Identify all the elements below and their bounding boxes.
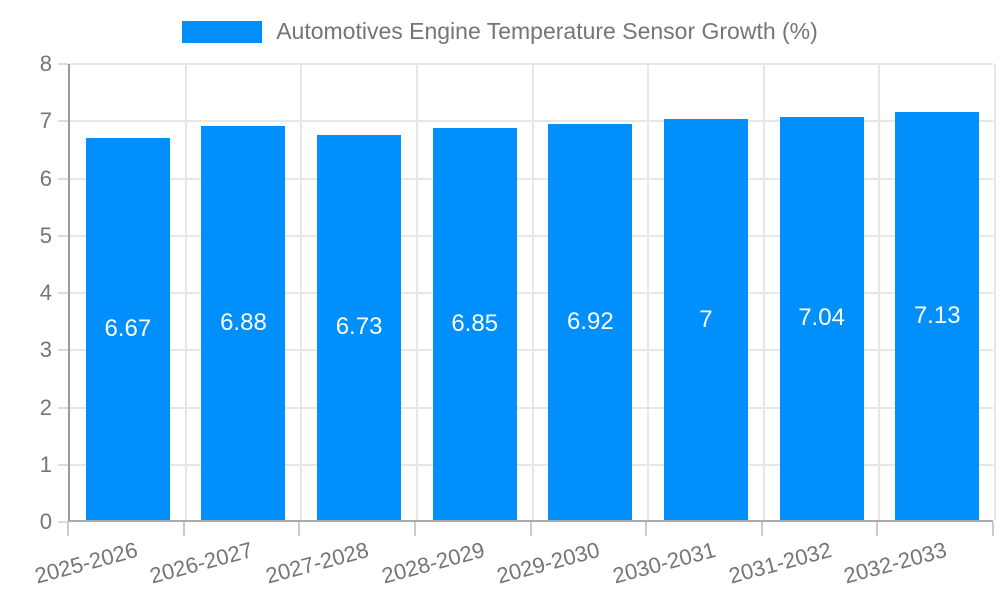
y-axis-tick: [58, 463, 68, 466]
grid-line-v: [300, 64, 303, 520]
grid-line-v: [878, 64, 881, 520]
x-axis-tick: [298, 522, 301, 536]
grid-line-v: [994, 64, 996, 520]
grid-line-v: [647, 64, 650, 520]
bar[interactable]: 6.73: [317, 134, 402, 520]
y-axis-tick: [58, 234, 68, 237]
bar-value-label: 6.88: [220, 309, 267, 337]
legend-swatch[interactable]: [182, 20, 263, 43]
bar[interactable]: 7: [663, 119, 748, 520]
bar[interactable]: 6.88: [201, 126, 286, 520]
y-axis-tick: [58, 63, 68, 65]
bar-value-label: 6.85: [451, 309, 499, 337]
legend-series-label[interactable]: Automotives Engine Temperature Sensor Gr…: [276, 18, 818, 44]
y-axis-label: 1: [39, 451, 52, 477]
grid-line-v: [531, 64, 534, 520]
x-axis-tick: [645, 522, 648, 536]
y-axis-tick: [58, 177, 68, 180]
y-axis-label: 4: [39, 280, 52, 305]
x-axis-tick: [876, 522, 879, 536]
bar[interactable]: 7.13: [895, 111, 980, 520]
y-axis-label: 0: [39, 509, 52, 534]
grid-line-v: [415, 64, 418, 520]
x-axis-tick: [992, 522, 994, 536]
bar-value-label: 7.04: [798, 304, 845, 332]
y-axis-tick: [58, 292, 68, 294]
bar[interactable]: 7.04: [779, 116, 864, 520]
grid-line-v: [762, 64, 765, 520]
y-axis-label: 8: [39, 51, 52, 76]
x-axis-tick: [529, 522, 532, 536]
x-axis-tick: [182, 522, 185, 536]
y-axis-tick: [58, 406, 68, 409]
y-axis-label: 6: [39, 165, 52, 191]
grid-line-v: [184, 64, 187, 520]
x-axis-tick: [67, 522, 69, 536]
y-axis-label: 7: [39, 108, 52, 134]
plot-area: 6.67 6.88 6.73 6.85 6.92 7 7.04 7.13: [68, 63, 996, 522]
bar-value-label: 6.73: [335, 313, 383, 341]
bar[interactable]: 6.85: [432, 127, 517, 520]
bar-value-label: 6.92: [566, 307, 614, 335]
bar-value-label: 6.67: [104, 315, 152, 343]
y-axis-tick: [58, 349, 68, 352]
y-axis-label: 2: [39, 394, 52, 420]
bar[interactable]: 6.92: [548, 123, 633, 520]
y-axis-tick: [58, 521, 68, 523]
y-axis-label: 5: [39, 222, 52, 248]
x-axis-tick: [760, 522, 763, 536]
y-axis-tick: [58, 120, 68, 123]
bar-value-label: 7: [699, 305, 713, 333]
bar[interactable]: 6.67: [85, 138, 170, 520]
y-axis-label: 3: [39, 337, 52, 363]
legend[interactable]: Automotives Engine Temperature Sensor Gr…: [0, 18, 1000, 45]
bar-value-label: 7.13: [913, 301, 961, 329]
x-axis-tick: [413, 522, 416, 536]
